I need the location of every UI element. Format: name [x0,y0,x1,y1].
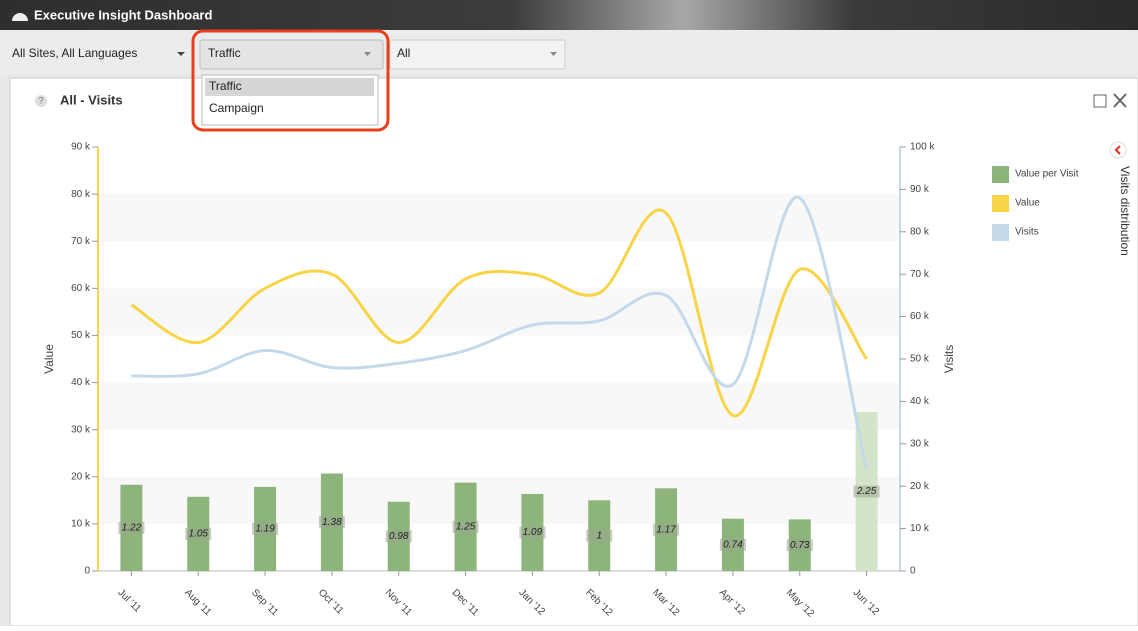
y-axis-title: Value [42,344,56,374]
y-tick-label: 90 k [71,142,91,153]
line [130,208,868,418]
help-text[interactable]: ? [38,95,43,105]
sidebar-toggle[interactable] [1109,141,1127,159]
y-tick-label: 60 k [71,283,91,294]
bar-label: 1.22 [122,523,142,534]
site-filter[interactable]: All Sites, All Languages [12,46,137,60]
dropdown-arrow [550,52,557,56]
bar-label: 0.73 [790,540,810,551]
bar-label-bg [586,529,613,542]
line [131,195,869,470]
y2-tick-label: 80 k [910,226,930,237]
y2-tick-label: 0 [910,566,916,577]
grid-band [98,476,900,524]
bar-label-bg [719,538,746,551]
bar-label: 1.09 [523,527,543,538]
bar-label-bg [653,523,680,536]
bar-label: 0.74 [723,539,743,550]
third-filter-box[interactable] [389,39,566,70]
bar-label-bg [452,520,479,533]
grid-band [98,382,900,430]
bar-label-bg [786,539,813,552]
bar-label-bg [185,527,212,540]
grid-band [98,288,900,336]
bar-label: 0.98 [389,531,409,542]
y2-tick-label: 30 k [910,438,930,449]
y2-tick-label: 50 k [910,354,930,365]
highlight-outline [191,29,390,132]
y-tick-label: 50 k [71,330,91,341]
dropdown-option[interactable]: Traffic [209,79,242,93]
title-bar [0,0,1138,30]
bar-label: 1 [596,530,602,541]
bar-label: 1.05 [189,529,209,540]
help-icon[interactable] [35,95,47,107]
dropdown-option[interactable]: Campaign [209,101,264,115]
y-tick-label: 20 k [71,471,91,482]
app-icon [12,13,28,21]
toolbar [0,30,1138,74]
bar-label: 1.25 [456,521,476,532]
legend-swatch [992,195,1009,212]
close-icon[interactable] [1113,93,1127,108]
bar-label: 1.19 [255,524,275,535]
bar-label-bg [318,516,345,529]
bar-label: 1.38 [322,517,342,528]
y-tick-label: 30 k [71,424,91,435]
y2-tick-label: 70 k [910,269,930,280]
y2-tick-label: 10 k [910,523,930,534]
option-highlight [205,78,374,96]
dropdown-arrow [177,52,185,56]
third-filter[interactable]: All [397,46,410,60]
y2-tick-label: 90 k [910,184,930,195]
y-tick-label: 40 k [71,377,91,388]
bar-label-bg [118,521,145,534]
panel-title: All - Visits [60,92,123,107]
bar-label-bg [385,530,412,543]
legend-label: Value [1015,198,1040,209]
y-tick-label: 0 [84,566,90,577]
bar-label: 2.25 [856,486,877,497]
bar-label-bg [853,485,880,498]
maximize-icon[interactable] [1093,94,1107,108]
legend-label: Value per Visit [1015,169,1079,180]
y2-axis-title: Visits [942,345,956,373]
bar-label: 1.17 [656,524,676,535]
y2-tick-label: 40 k [910,396,930,407]
report-filter[interactable]: Traffic [208,46,241,60]
bar-label-bg [519,526,546,539]
y-tick-label: 80 k [71,189,91,200]
panel [9,77,1138,627]
legend-label: Visits [1015,227,1039,238]
y-tick-label: 70 k [71,236,91,247]
y2-tick-label: 20 k [910,481,930,492]
grid-band [98,194,900,242]
legend-swatch [992,224,1009,241]
report-filter-box[interactable] [199,39,384,70]
chart: 010 k20 k30 k40 k50 k60 k70 k80 k90 k010… [42,142,1079,620]
bar-label-bg [252,522,279,535]
y2-tick-label: 100 k [910,142,935,153]
legend-swatch [992,166,1009,183]
y2-tick-label: 60 k [910,311,930,322]
sidebar-label[interactable]: Visits distribution [1118,166,1132,256]
dropdown-arrow [364,52,371,56]
chevron [1114,145,1121,155]
window-title: Executive Insight Dashboard [34,7,212,22]
y-tick-label: 10 k [71,519,91,530]
